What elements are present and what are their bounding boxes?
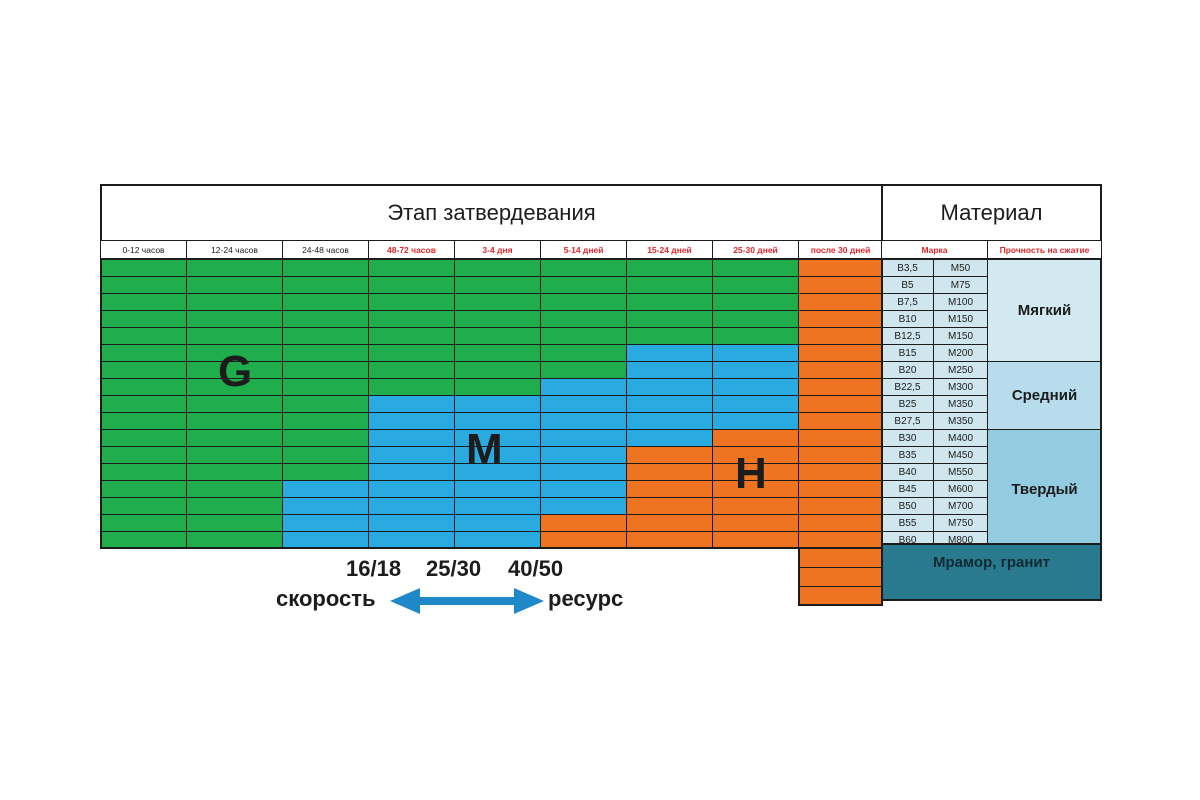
legend-value-speed: 16/18 [346,556,402,581]
stage-title-text: Этап затвердевания [387,200,596,225]
stage-header-0: 0-12 часов [100,241,187,259]
material-title-text: Материал [940,200,1043,225]
legend-value-mid: 25/30 [426,556,482,581]
stage-title: Этап затвердевания [100,184,883,242]
stage-header-label: 24-48 часов [302,244,349,255]
strength-column-label: Прочность на сжатие [999,244,1090,255]
zone-letter-g: G [218,347,253,396]
stage-header-8: после 30 дней [798,241,883,259]
strength-group-1: Средний [987,361,1102,430]
double-arrow-icon [390,588,544,614]
legend-speed-label: скорость [276,586,376,611]
material-border [881,259,1102,549]
stage-header-label: 3-4 дня [482,244,513,255]
strength-group-label: Мягкий [1017,302,1072,319]
material-title: Материал [881,184,1102,242]
mark-column-label: Марка [921,244,948,255]
stage-header-label: 0-12 часов [122,244,165,255]
stage-header-6: 15-24 дней [626,241,713,259]
extra-rows-border [798,548,883,606]
stage-header-2: 24-48 часов [282,241,369,259]
strength-group-2: Твердый [987,429,1102,549]
stage-header-label: 12-24 часов [211,244,258,255]
stage-header-label: 15-24 дней [647,244,692,255]
zone-grid-border [100,259,883,549]
zone-letter-m: M [466,425,503,474]
zone-letter-h: H [735,449,767,498]
stage-header-7: 25-30 дней [712,241,799,259]
stage-header-label: 48-72 часов [387,244,436,255]
stage-header-3: 48-72 часов [368,241,455,259]
legend-resource-label: ресурс [548,586,624,611]
stage-header-label: 5-14 дней [563,244,604,255]
strength-group-label: Средний [1011,387,1078,404]
legend-value-resource: 40/50 [508,556,564,581]
strength-column-header: Прочность на сжатие [987,241,1102,259]
stage-header-label: после 30 дней [810,244,871,255]
strength-group-label: Твердый [1011,480,1078,498]
stage-header-1: 12-24 часов [186,241,283,259]
mark-column-header: Марка [881,241,988,259]
stage-header-label: 25-30 дней [733,244,778,255]
marble-granite-block: Мрамор, гранит [881,543,1102,601]
stage-header-5: 5-14 дней [540,241,627,259]
strength-group-0: Мягкий [987,259,1102,362]
stage-header-4: 3-4 дня [454,241,541,259]
marble-granite-label: Мрамор, гранит [933,554,1050,571]
